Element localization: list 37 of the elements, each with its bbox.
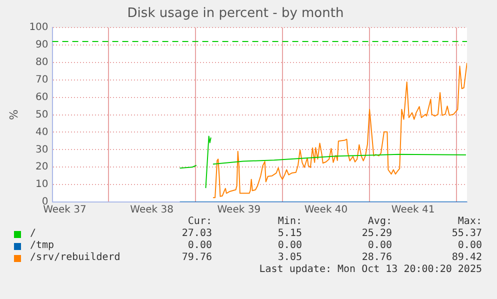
text: 79.76: [180, 252, 212, 264]
text: Cur:: [186, 216, 212, 228]
y-tick-label: 20: [36, 162, 48, 173]
x-tick-label: Week 39: [217, 204, 261, 216]
text: 55.37: [450, 228, 482, 240]
y-tick-label: 70: [36, 74, 48, 86]
legend-label: /srv/rebuilderd: [29, 252, 122, 264]
y-tick-label: 40: [36, 126, 48, 138]
text: Last update: Mon Oct 13 20:00:20 2025: [258, 264, 482, 275]
text: Avg:: [366, 216, 392, 228]
text: Max:: [456, 216, 482, 228]
text: 25.29: [360, 228, 392, 240]
text: 28.76: [360, 252, 392, 264]
y-tick-label: 30: [36, 144, 48, 156]
y-tick-label: 60: [36, 92, 48, 103]
x-tick-label: Week 37: [43, 204, 86, 216]
y-tick-label: 50: [36, 109, 48, 120]
text: 0.00: [456, 240, 482, 252]
text: 0.00: [186, 240, 212, 252]
text: 3.05: [276, 252, 302, 264]
y-tick-label: 100: [29, 22, 48, 34]
text: 5.15: [276, 228, 302, 240]
y-tick-label: 10: [36, 179, 48, 190]
x-tick-label: Week 41: [391, 204, 435, 216]
y-tick-label: 80: [36, 57, 48, 68]
text: 0.00: [366, 240, 392, 252]
text: 27.03: [180, 228, 212, 240]
y-axis-title: %: [7, 110, 20, 120]
text: Min:: [276, 216, 302, 228]
legend-label: /tmp: [29, 240, 56, 252]
text: 0.00: [276, 240, 302, 252]
text: 89.42: [450, 252, 482, 264]
legend-label: /: [29, 228, 38, 240]
x-tick-label: Week 40: [304, 204, 348, 216]
x-tick-label: Week 38: [130, 204, 174, 216]
chart-title: Disk usage in percent - by month: [127, 6, 344, 22]
y-tick-label: 90: [36, 40, 48, 51]
